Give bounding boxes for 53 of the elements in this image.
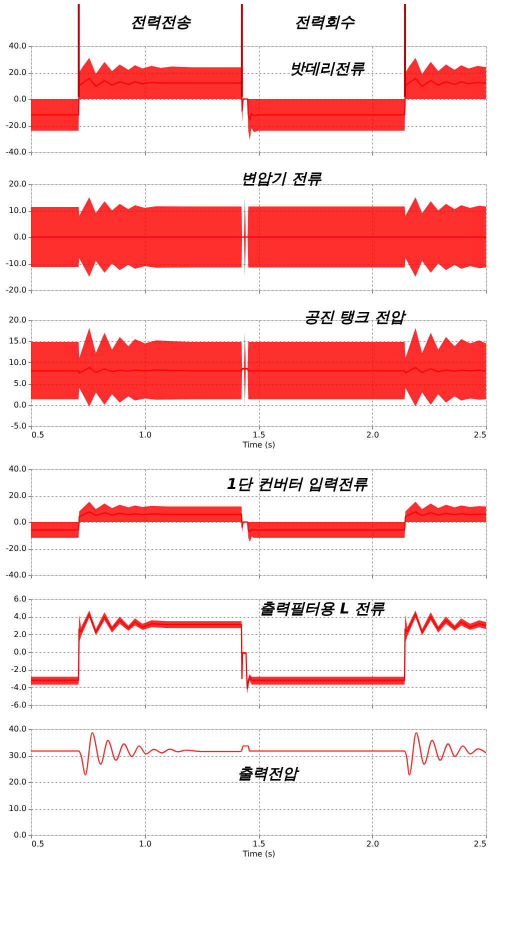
y-tick-label: 40.0 [8, 464, 26, 474]
y-tick-label: 0.0 [14, 830, 26, 840]
x-axis-title: Time (s) [242, 850, 276, 858]
x-tick-label: 2.0 [366, 430, 380, 440]
y-tick-label: 0.0 [14, 400, 26, 410]
x-tick-label: 1.5 [252, 840, 266, 848]
y-tick-label: -20.0 [6, 544, 26, 553]
y-tick-label: -2.0 [10, 665, 26, 674]
y-tick-label: 20.0 [8, 68, 26, 77]
y-tick-label: 0.0 [14, 648, 26, 656]
x-tick-label: 1.0 [138, 840, 152, 848]
y-tick-label: -4.0 [10, 682, 26, 692]
y-tick-label: 20.0 [8, 491, 26, 500]
x-tick-label: 1.0 [138, 430, 152, 440]
y-tick-label: -40.0 [6, 148, 26, 156]
text: 전력회수 [294, 13, 356, 31]
annotation: 출력필터용 L 전류 [260, 600, 386, 618]
y-tick-label: 10.0 [8, 804, 26, 813]
y-tick-label: -20.0 [6, 286, 26, 294]
y-tick-label: 30.0 [8, 751, 26, 760]
y-tick-label: 10.0 [8, 206, 26, 215]
x-tick-label: 2.5 [474, 430, 486, 440]
y-tick-label: 5.0 [14, 379, 26, 388]
y-tick-label: -5.0 [10, 422, 26, 430]
annotation: 1단 컨버터 입력전류 [226, 474, 369, 493]
y-tick-label: 0.0 [14, 232, 26, 242]
y-tick-label: 20.0 [8, 778, 26, 786]
y-tick-label: 15.0 [8, 336, 26, 346]
x-axis-title: Time (s) [242, 440, 276, 450]
x-tick-label: 1.5 [252, 430, 266, 440]
y-tick-label: 4.0 [14, 612, 26, 622]
text: 전력전송 [130, 13, 192, 31]
y-tick-label: 40.0 [8, 42, 26, 50]
annotation: 출력전압 [238, 764, 300, 783]
y-tick-label: 2.0 [14, 630, 26, 639]
y-tick-label: -20.0 [6, 121, 26, 130]
y-tick-label: 40.0 [8, 724, 26, 734]
y-tick-label: -40.0 [6, 570, 26, 580]
y-tick-label: 20.0 [8, 316, 26, 324]
x-tick-label: 2.5 [474, 840, 486, 848]
y-tick-label: 10.0 [8, 358, 26, 367]
x-tick-label: 2.0 [366, 840, 380, 848]
y-tick-label: 20.0 [8, 180, 26, 188]
x-tick-label: 0.5 [32, 430, 44, 440]
x-tick-label: 0.5 [32, 840, 44, 848]
y-tick-label: -10.0 [6, 259, 26, 268]
y-tick-label: 6.0 [14, 594, 26, 604]
annotation: 공진 탱크 전압 [304, 308, 406, 326]
y-tick-label: 0.0 [14, 518, 26, 526]
annotation: 밧데리전류 [289, 59, 366, 78]
y-tick-label: -6.0 [10, 700, 26, 710]
annotation: 변압기 전류 [241, 170, 322, 188]
y-tick-label: 0.0 [14, 94, 26, 104]
